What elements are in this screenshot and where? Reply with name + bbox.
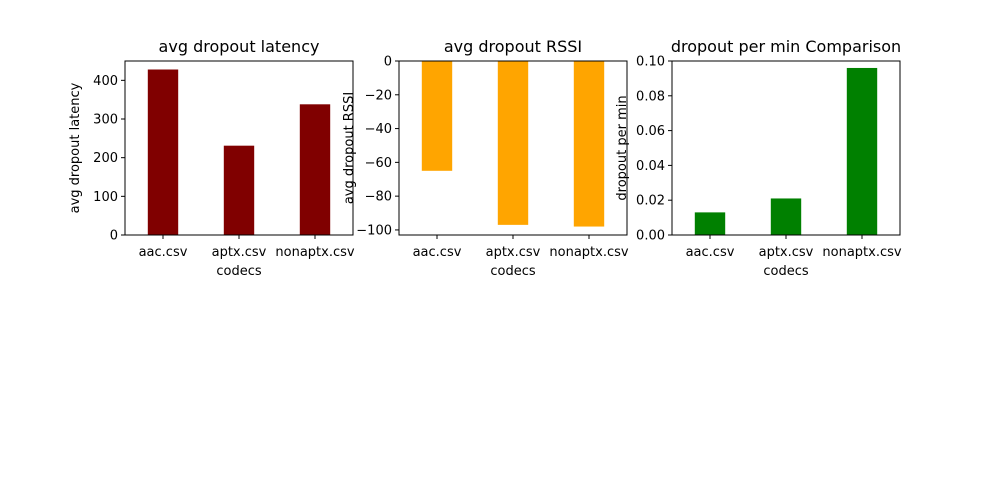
y-tick-label: −80 <box>365 190 392 205</box>
y-tick-label: 200 <box>93 151 118 166</box>
x-tick-label: nonaptx.csv <box>822 245 901 260</box>
x-tick-label: nonaptx.csv <box>275 245 354 260</box>
bar-aac-csv <box>147 69 179 235</box>
x-axis-label: codecs <box>490 264 535 279</box>
x-tick-label: aac.csv <box>139 245 188 260</box>
chart-title: dropout per min Comparison <box>671 37 901 56</box>
x-axis-label: codecs <box>216 264 261 279</box>
y-tick-label: 0.00 <box>636 229 665 244</box>
bar-aac-csv <box>694 212 726 235</box>
chart-panel-1: 0 100 200 300 400 aac.csv aptx.csv nonaptx.csv a… <box>68 37 355 279</box>
bar-aptx-csv <box>497 61 529 225</box>
bar-aac-csv <box>421 61 453 171</box>
y-tick-label: −20 <box>365 88 392 103</box>
y-tick-label: 0.04 <box>636 159 665 174</box>
bar-nonaptx-csv <box>573 61 605 227</box>
x-tick-label: aac.csv <box>413 245 462 260</box>
y-axis-label: avg dropout latency <box>68 82 83 213</box>
x-tick-label: aac.csv <box>686 245 735 260</box>
x-tick-label: aptx.csv <box>486 245 541 260</box>
bar-nonaptx-csv <box>846 67 878 236</box>
y-tick-label: 0.10 <box>636 55 665 70</box>
y-tick-label: 100 <box>93 190 118 205</box>
bar-aptx-csv <box>770 198 802 235</box>
y-tick-label: −100 <box>356 223 392 238</box>
x-tick-label: nonaptx.csv <box>549 245 628 260</box>
x-tick-label: aptx.csv <box>212 245 267 260</box>
y-tick-label: −60 <box>365 156 392 171</box>
x-tick-label: aptx.csv <box>759 245 814 260</box>
y-tick-label: −40 <box>365 122 392 137</box>
chart-panel-2: 0 −20 −40 −60 −80 −100 aac.csv aptx.csv nonaptx.… <box>342 37 629 279</box>
y-tick-label: 0 <box>384 55 392 70</box>
bar-nonaptx-csv <box>299 104 331 235</box>
y-axis-label: dropout per min <box>615 95 630 200</box>
y-tick-label: 400 <box>93 74 118 89</box>
y-tick-label: 0.08 <box>636 89 665 104</box>
y-axis-label: avg dropout RSSI <box>342 92 357 204</box>
y-tick-label: 0 <box>110 229 118 244</box>
chart-title: avg dropout latency <box>159 37 320 56</box>
chart-panel-3: 0.00 0.02 0.04 0.06 0.08 0.10 aac.csv aptx.csv n… <box>615 37 902 279</box>
bar-aptx-csv <box>223 145 255 235</box>
y-tick-label: 0.02 <box>636 194 665 209</box>
y-tick-label: 300 <box>93 113 118 128</box>
chart-title: avg dropout RSSI <box>444 37 582 56</box>
x-axis-label: codecs <box>763 264 808 279</box>
y-tick-label: 0.06 <box>636 124 665 139</box>
